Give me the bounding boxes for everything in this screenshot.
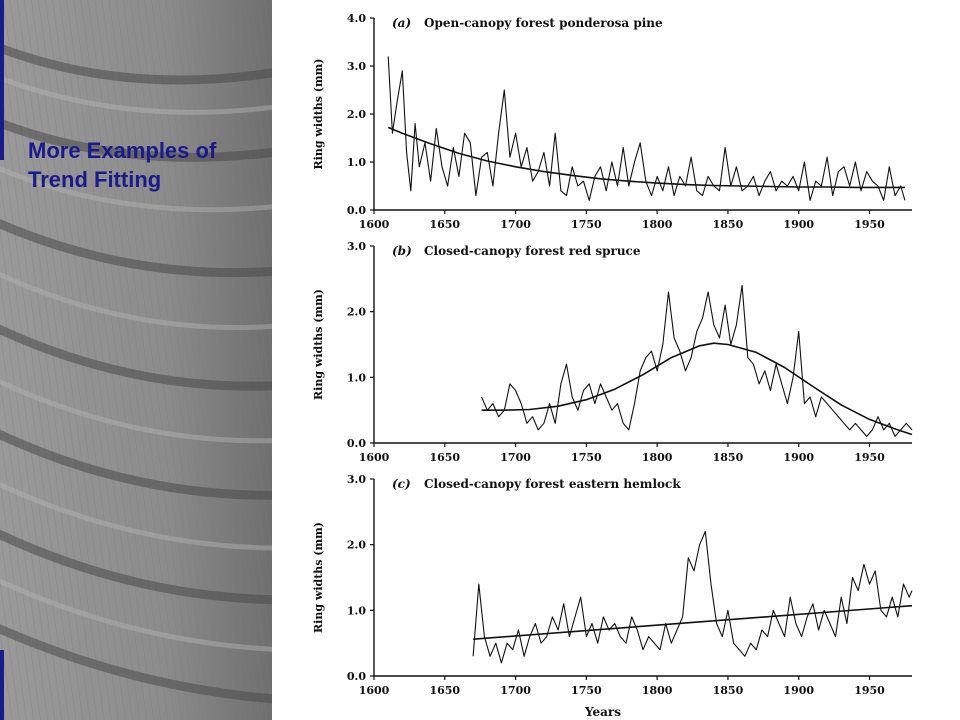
x-tick-label: 1600 [359, 218, 390, 231]
chart-a: 0.0 1.0 2.0 3.0 4.0 1600 1650 1700 1750 1800 1850 1… [312, 12, 912, 231]
x-tick-label: 1750 [571, 451, 602, 464]
panel-letter: (b) [392, 244, 412, 258]
x-axis-label: Years [584, 705, 621, 719]
ring-width-series [472, 530, 913, 664]
ring-width-series [481, 284, 913, 437]
x-tick-label: 1650 [429, 218, 460, 231]
x-tick-label: 1850 [713, 684, 744, 697]
y-tick-label: 0.0 [347, 204, 366, 217]
edge-accent-bar [0, 650, 4, 720]
slide-title-line: More Examples of [28, 138, 217, 163]
x-tick-label: 1900 [783, 218, 814, 231]
y-tick-label: 2.0 [347, 306, 366, 319]
x-tick-label: 1800 [642, 218, 673, 231]
x-tick-label: 1700 [500, 218, 531, 231]
chart-title: Closed-canopy forest red spruce [424, 244, 641, 258]
x-tick-label: 1650 [429, 451, 460, 464]
x-tick-label: 1600 [359, 451, 390, 464]
x-tick-label: 1700 [500, 451, 531, 464]
x-tick-label: 1750 [571, 218, 602, 231]
x-tick-label: 1600 [359, 684, 390, 697]
panel-letter: (c) [392, 477, 411, 491]
x-tick-label: 1850 [713, 218, 744, 231]
y-tick-label: 2.0 [347, 539, 366, 552]
chart-b: 0.0 1.0 2.0 3.0 1600 1650 1700 1750 1800 1850 1900… [312, 240, 913, 464]
slide-title: More Examples of Trend Fitting [28, 136, 268, 194]
y-axis-label: Ring widths (mm) [312, 522, 325, 633]
x-tick-label: 1700 [500, 684, 531, 697]
chart-title: Open-canopy forest ponderosa pine [424, 16, 663, 30]
x-tick-label: 1950 [854, 684, 885, 697]
trend-line [473, 604, 913, 640]
x-tick-label: 1900 [783, 451, 814, 464]
tree-ring-photo [0, 0, 272, 720]
x-tick-label: 1800 [642, 684, 673, 697]
x-tick-label: 1950 [854, 218, 885, 231]
y-tick-label: 3.0 [347, 473, 366, 486]
y-tick-label: 1.0 [347, 156, 366, 169]
y-tick-label: 0.0 [347, 670, 366, 683]
x-tick-label: 1850 [713, 451, 744, 464]
chart-title: Closed-canopy forest eastern hemlock [424, 477, 681, 491]
x-tick-label: 1750 [571, 684, 602, 697]
wood-texture-image [0, 0, 272, 720]
trend-line [481, 342, 913, 436]
y-tick-label: 3.0 [347, 60, 366, 73]
x-tick-label: 1800 [642, 451, 673, 464]
x-tick-label: 1950 [854, 451, 885, 464]
y-axis-label: Ring widths (mm) [312, 289, 325, 400]
y-tick-label: 0.0 [347, 437, 366, 450]
y-tick-label: 3.0 [347, 240, 366, 253]
x-tick-label: 1650 [429, 684, 460, 697]
chart-c: 0.0 1.0 2.0 3.0 1600 1650 1700 1750 1800 1850 1900… [312, 473, 913, 719]
panel-letter: (a) [392, 16, 411, 30]
y-axis-label: Ring widths (mm) [312, 59, 325, 170]
y-tick-label: 4.0 [347, 12, 366, 25]
trend-line [387, 126, 905, 189]
y-tick-label: 1.0 [347, 604, 366, 617]
y-tick-label: 1.0 [347, 371, 366, 384]
ring-width-charts: 0.0 1.0 2.0 3.0 4.0 1600 1650 1700 1750 1800 1850 1… [312, 12, 913, 719]
y-tick-label: 2.0 [347, 108, 366, 121]
slide-title-line: Trend Fitting [28, 167, 162, 192]
edge-accent-bar [0, 0, 4, 160]
ring-width-series [387, 56, 906, 201]
x-tick-label: 1900 [783, 684, 814, 697]
